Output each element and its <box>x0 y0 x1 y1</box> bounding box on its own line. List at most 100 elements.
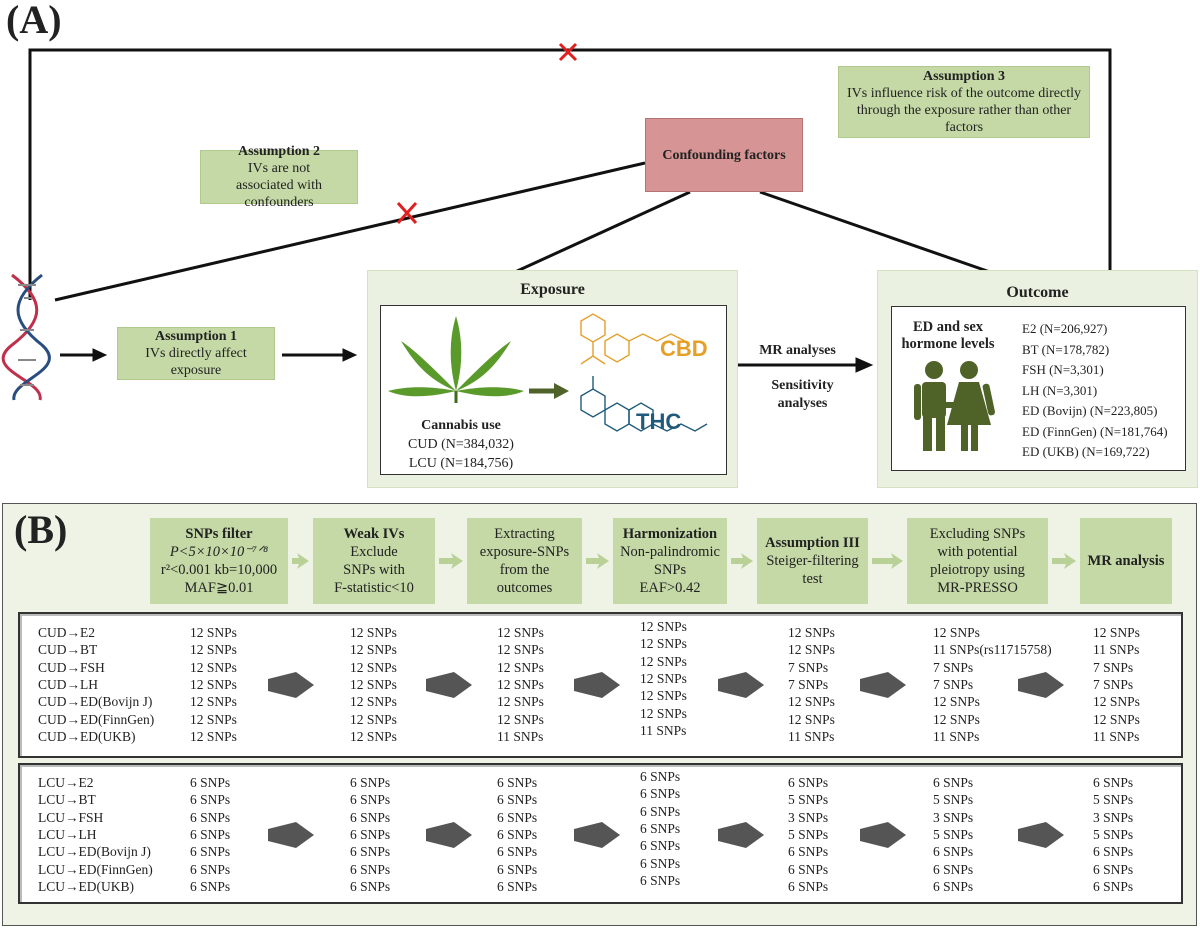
lcu-row-label: LCU→LH <box>38 826 97 842</box>
cud-snp-count: 12 SNPs <box>640 619 687 634</box>
lcu-snp-count: 6 SNPs <box>640 786 681 802</box>
outcome-item: FSH (N=3,301) <box>1022 362 1104 377</box>
lcu-snp-count: 6 SNPs <box>350 861 391 877</box>
cud-snp-count: 12 SNPs <box>190 694 237 710</box>
cud-snp-count: 12 SNPs <box>640 636 687 652</box>
lcu-snp-count: 6 SNPs <box>350 844 391 860</box>
cannabis-use-label: Cannabis use <box>421 418 501 433</box>
cud-snp-count: 7 SNPs <box>1093 659 1134 675</box>
cud-snp-count: 12 SNPs <box>497 694 544 710</box>
outcome-item: ED (FinnGen) (N=181,764) <box>1022 423 1168 439</box>
cud-sample: CUD (N=384,032) <box>408 437 514 452</box>
lcu-snp-count: 6 SNPs <box>933 775 974 790</box>
step-line: Extracting <box>494 526 555 542</box>
mr-analyses-label: MR analyses <box>759 343 836 358</box>
lcu-snp-count: 6 SNPs <box>350 775 391 790</box>
lcu-snp-count: 6 SNPs <box>350 878 391 894</box>
lcu-snp-count: 6 SNPs <box>788 844 829 860</box>
cud-snp-count: 11 SNPs <box>933 728 980 744</box>
cud-snp-count: 12 SNPs <box>497 711 544 727</box>
lcu-snp-count: 6 SNPs <box>1093 878 1134 894</box>
cud-row-label: CUD→FSH <box>38 659 105 675</box>
flow-arrow-icon <box>860 672 906 698</box>
step-box: Harmonization Non-palindromic SNPs EAF>0.42 <box>613 518 727 604</box>
panel-b-label: (B) <box>14 507 68 552</box>
cud-snp-count: 12 SNPs <box>640 670 687 686</box>
flow-arrow-icon <box>426 822 472 848</box>
cud-row-label: CUD→E2 <box>38 625 95 640</box>
step-line: test <box>802 571 823 587</box>
outcome-item: BT (N=178,782) <box>1022 341 1110 357</box>
cud-snp-count: 12 SNPs <box>350 711 397 727</box>
flow-arrow-icon <box>574 822 620 848</box>
step-arrow-icon <box>872 553 903 569</box>
exposure-title: Exposure <box>520 281 585 298</box>
cud-snp-count: 7 SNPs <box>933 676 974 692</box>
step-title: Weak IVs <box>343 526 405 542</box>
step-line: pleiotropy using <box>930 562 1025 578</box>
lcu-snp-count: 6 SNPs <box>497 826 538 842</box>
lcu-row-label: LCU→FSH <box>38 809 104 825</box>
step-box: Weak IVs Exclude SNPs with F-statistic<10 <box>313 518 435 604</box>
cbd-molecule-icon <box>580 313 686 365</box>
lcu-snp-count: 6 SNPs <box>788 861 829 877</box>
lcu-snp-count: 5 SNPs <box>933 792 974 808</box>
step-box: MR analysis <box>1080 518 1172 604</box>
cud-snp-count: 11 SNPs <box>1093 728 1140 744</box>
step-line: Exclude <box>350 544 398 560</box>
outcome-list: E2 (N=206,927) BT (N=178,782) FSH (N=3,301… <box>1022 319 1168 463</box>
iv-confounder-line <box>54 161 646 302</box>
cud-snp-count: 12 SNPs <box>788 711 835 727</box>
cud-snp-count: 11 SNPs <box>497 728 544 744</box>
lcu-snp-count: 6 SNPs <box>190 809 231 825</box>
step-arrow-icon <box>586 553 609 569</box>
cud-row-label: CUD→LH <box>38 676 98 692</box>
confounding-factors-box: Confounding factors <box>645 118 803 192</box>
arrow-icon <box>60 348 874 373</box>
lcu-row-label: LCU→ED(Bovijn J) <box>38 844 151 860</box>
step-title: Assumption III <box>765 535 860 551</box>
cud-snp-count: 12 SNPs <box>1093 694 1140 710</box>
step-line: exposure-SNPs <box>479 544 570 560</box>
assumption-3-title: Assumption 3 <box>922 69 1006 84</box>
lcu-snp-count: 6 SNPs <box>190 878 231 894</box>
exposure-panel: Exposure CBD THC Cannabis use CUD (N=384… <box>367 270 738 488</box>
cud-row-label: CUD→ED(FinnGen) <box>38 711 155 727</box>
confounder-exposure-line <box>514 190 691 274</box>
step-line: SNPs with <box>343 562 405 578</box>
outcome-item: ED (UKB) (N=169,722) <box>1022 444 1150 459</box>
step-line: r²<0.001 kb=10,000 <box>160 562 278 578</box>
outcome-item: LH (N=3,301) <box>1022 382 1098 398</box>
panel-a-connectors <box>1 42 1112 401</box>
step-arrow-icon <box>439 553 463 569</box>
cud-snp-count: 12 SNPs <box>190 711 237 727</box>
lcu-snp-count: 6 SNPs <box>497 775 538 790</box>
cud-snp-count: 12 SNPs <box>1093 711 1140 727</box>
flow-arrow-icon <box>1018 672 1064 698</box>
lcu-snp-count: 6 SNPs <box>190 861 231 877</box>
lcu-snp-count: 3 SNPs <box>933 809 974 825</box>
cannabis-leaf-icon <box>388 313 708 432</box>
lcu-snp-count: 6 SNPs <box>933 844 974 860</box>
step-line: MAF≧0.01 <box>184 580 254 596</box>
lcu-snp-count: 6 SNPs <box>190 775 231 790</box>
thc-label: THC <box>636 409 682 434</box>
cud-row-label: CUD→ED(Bovijn J) <box>38 694 153 710</box>
step-line: Steiger-filtering <box>766 553 859 569</box>
assumption-1-box: Assumption 1 IVs directly affect exposur… <box>117 327 275 380</box>
assumption-1-text: IVs directly affect exposure <box>145 346 247 378</box>
exposure-inner-box: CBD THC Cannabis use CUD (N=384,032) LCU… <box>380 305 727 475</box>
flow-arrow-icon <box>718 822 764 848</box>
step-line: from the <box>499 562 550 578</box>
cud-snp-count: 12 SNPs <box>788 625 835 640</box>
flow-arrow-icon <box>1018 822 1064 848</box>
assumption-2-box: Assumption 2 IVs are not associated with… <box>200 144 358 210</box>
step-title: Harmonization <box>622 526 718 542</box>
step-box: SNPs filter P<5×10×10⁻⁷ᐟ⁸ r²<0.001 kb=10,0… <box>150 518 288 604</box>
cud-snp-count: 12 SNPs <box>933 625 980 640</box>
lcu-row-label: LCU→ED(UKB) <box>38 878 134 894</box>
lcu-snp-count: 5 SNPs <box>788 792 829 808</box>
lcu-snp-count: 6 SNPs <box>190 826 231 842</box>
cud-snp-count: 12 SNPs <box>350 694 397 710</box>
cud-snp-count: 11 SNPs <box>640 722 687 738</box>
